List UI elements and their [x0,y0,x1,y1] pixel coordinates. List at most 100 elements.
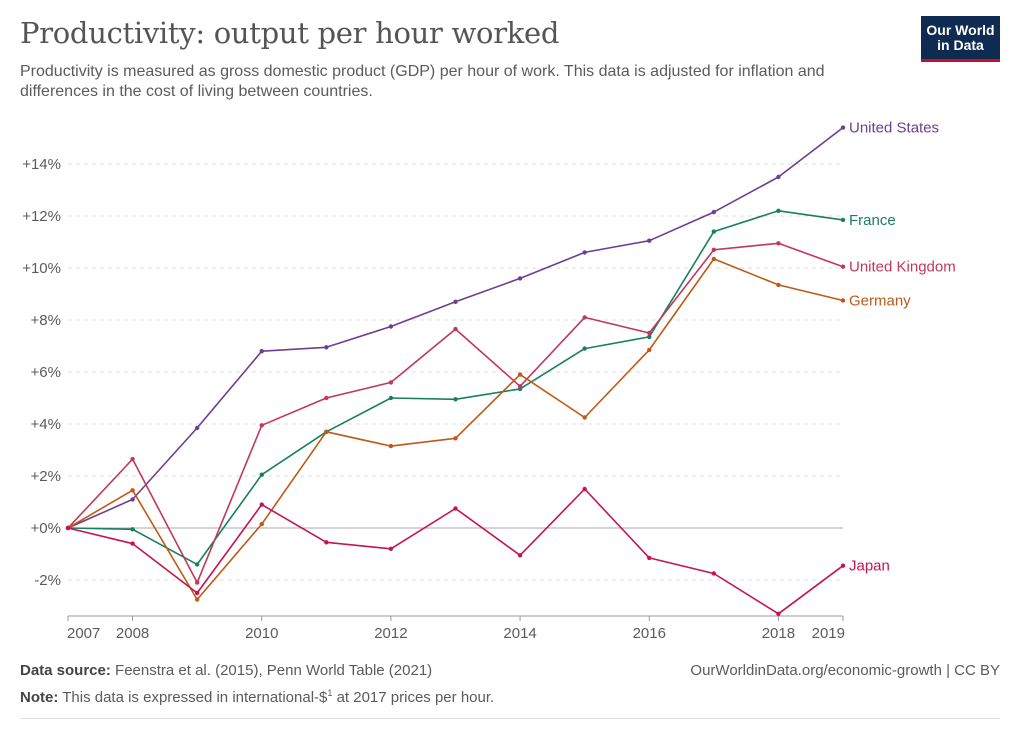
data-point-germany[interactable] [388,443,394,449]
data-point-united-kingdom[interactable] [776,241,781,246]
data-point-united-states[interactable] [582,250,587,255]
x-tick-label: 2019 [812,625,845,642]
logo-line-1: Our World [926,22,995,38]
data-point-united-kingdom[interactable] [582,315,587,320]
note-text-after: at 2017 prices per hour. [332,689,495,706]
x-tick-label: 2018 [762,625,795,642]
series-label-germany[interactable]: Germany [849,293,911,310]
data-point-france[interactable] [647,334,652,340]
data-point-germany[interactable] [711,256,717,262]
data-point-france[interactable] [711,229,717,234]
series-label-france[interactable]: France [849,212,896,229]
data-point-united-states[interactable] [388,324,394,329]
data-point-japan[interactable] [65,525,71,531]
note-label: Note: [20,689,59,706]
x-tick-label: 2010 [245,625,278,642]
data-point-united-states[interactable] [647,238,652,243]
data-point-japan[interactable] [259,502,264,507]
y-tick-label: +0% [31,520,61,537]
x-tick-label: 2014 [503,625,536,642]
data-point-united-kingdom[interactable] [388,380,394,385]
series-label-japan[interactable]: Japan [849,558,890,575]
data-note: Note: This data is expressed in internat… [20,682,494,709]
data-point-japan[interactable] [324,540,329,545]
y-axis-ticks: -2% +0% +2% +4% +6% +8% +10% +12% +14% [22,156,61,589]
note-footnote-marker[interactable]: 1 [327,688,333,698]
chart-subtitle: Productivity is measured as gross domest… [20,63,825,100]
data-point-japan[interactable] [711,571,717,576]
x-tick-label: 2012 [374,625,407,642]
data-point-united-states[interactable] [517,276,523,281]
y-tick-label: +4% [31,416,61,433]
x-tick-label: 2008 [116,625,149,642]
data-point-germany[interactable] [776,282,781,288]
y-tick-label: +8% [31,312,61,329]
data-point-france[interactable] [582,346,587,351]
data-point-united-states[interactable] [259,349,264,354]
data-point-united-kingdom[interactable] [711,247,717,252]
y-tick-label: +14% [22,156,61,173]
data-point-japan[interactable] [840,563,846,568]
data-point-france[interactable] [388,395,394,401]
footer-divider [20,718,1000,719]
data-point-united-states[interactable] [453,299,458,304]
data-point-france[interactable] [453,397,458,402]
data-point-france[interactable] [130,527,135,532]
owid-logo[interactable]: Our World in Data [921,16,1000,62]
data-point-japan[interactable] [388,546,394,551]
data-point-united-kingdom[interactable] [840,264,846,269]
data-point-united-kingdom[interactable] [453,326,458,332]
note-text-before: This data is expressed in international-… [62,689,328,706]
series-lines [65,125,846,616]
data-point-germany[interactable] [130,488,135,493]
data-point-france[interactable] [776,208,781,213]
data-point-united-kingdom[interactable] [194,580,200,585]
data-point-france[interactable] [840,217,846,223]
data-point-france[interactable] [194,562,200,567]
data-point-germany[interactable] [259,521,264,527]
data-point-germany[interactable] [840,298,846,303]
grid-lines [68,163,843,581]
data-source-text[interactable]: Feenstra et al. (2015), Penn World Table… [115,662,433,679]
data-point-japan[interactable] [453,506,458,511]
data-point-united-kingdom[interactable] [324,395,329,401]
data-point-united-states[interactable] [130,497,135,502]
data-point-france[interactable] [259,472,264,477]
x-tick-label: 2016 [633,625,666,642]
footer-notes: Data source: Feenstra et al. (2015), Pen… [20,660,494,709]
y-tick-label: +6% [31,364,61,381]
data-point-germany[interactable] [453,436,458,441]
data-source-label: Data source: [20,662,111,679]
data-point-germany[interactable] [517,372,523,377]
chart-title: Productivity: output per hour worked [20,16,560,50]
data-point-germany[interactable] [194,597,200,602]
y-tick-label: +10% [22,260,61,277]
y-tick-label: +12% [22,208,61,225]
data-point-united-states[interactable] [324,345,329,350]
data-point-germany[interactable] [582,415,587,420]
data-point-united-states[interactable] [776,174,781,180]
series-label-united-states[interactable]: United States [849,120,939,137]
data-point-united-states[interactable] [840,125,846,130]
data-point-united-states[interactable] [711,209,717,215]
data-point-germany[interactable] [324,429,329,434]
data-point-united-kingdom[interactable] [517,384,523,389]
data-point-united-kingdom[interactable] [259,423,264,428]
y-tick-label: -2% [34,572,61,589]
x-axis-ticks: 2007 2008 2010 2012 2014 2016 2018 2019 [67,615,845,642]
data-point-japan[interactable] [194,590,200,596]
data-point-japan[interactable] [517,553,523,558]
data-point-united-kingdom[interactable] [130,456,135,462]
data-point-japan[interactable] [647,555,652,561]
credit-link[interactable]: OurWorldinData.org/economic-growth | CC … [690,662,1000,679]
series-label-united-kingdom[interactable]: United Kingdom [849,259,956,276]
series-line-united-kingdom[interactable] [67,242,844,584]
data-point-japan[interactable] [776,611,781,616]
data-point-united-kingdom[interactable] [647,330,652,336]
data-point-germany[interactable] [647,347,652,353]
series-line-germany[interactable] [67,258,844,601]
data-point-united-states[interactable] [194,425,200,431]
y-tick-label: +2% [31,468,61,485]
data-point-japan[interactable] [130,541,135,546]
data-point-japan[interactable] [582,486,587,492]
